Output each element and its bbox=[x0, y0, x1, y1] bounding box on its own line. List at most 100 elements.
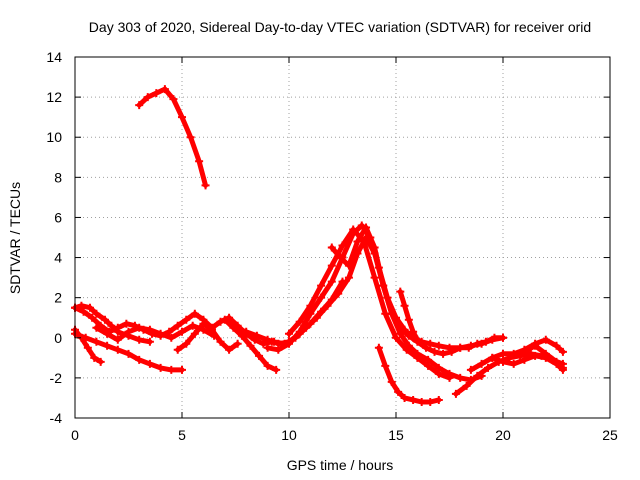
data-point-marker bbox=[186, 133, 195, 142]
data-point-marker bbox=[195, 157, 204, 166]
data-point-marker bbox=[237, 331, 246, 340]
series-line bbox=[286, 227, 452, 381]
data-point-marker bbox=[484, 363, 493, 372]
data-point-marker bbox=[434, 341, 443, 350]
data-point-marker bbox=[199, 319, 208, 328]
data-point-marker bbox=[481, 337, 490, 346]
data-point-marker bbox=[558, 347, 567, 356]
data-point-marker bbox=[178, 113, 186, 122]
data-point-marker bbox=[413, 349, 422, 358]
data-point-marker bbox=[392, 333, 400, 342]
data-point-marker bbox=[317, 281, 326, 290]
series-arc-12 bbox=[285, 225, 454, 382]
y-tick-label: -4 bbox=[50, 410, 63, 426]
data-point-marker bbox=[113, 323, 122, 332]
y-tick-label: 10 bbox=[46, 129, 62, 145]
data-point-marker bbox=[464, 343, 473, 352]
data-point-marker bbox=[182, 315, 191, 324]
data-point-marker bbox=[295, 317, 304, 326]
x-tick-label: 20 bbox=[495, 427, 511, 443]
data-point-marker bbox=[424, 355, 433, 364]
data-point-marker bbox=[280, 339, 289, 348]
x-tick-label: 5 bbox=[178, 427, 186, 443]
data-point-marker bbox=[409, 395, 418, 404]
data-point-marker bbox=[387, 309, 396, 318]
data-point-marker bbox=[233, 339, 242, 348]
data-point-marker bbox=[541, 349, 550, 358]
data-point-marker bbox=[242, 327, 251, 336]
data-point-marker bbox=[362, 223, 371, 232]
data-point-marker bbox=[396, 329, 405, 338]
data-point-marker bbox=[92, 323, 101, 332]
data-point-marker bbox=[541, 335, 550, 344]
data-point-marker bbox=[387, 377, 396, 386]
data-point-marker bbox=[255, 351, 264, 360]
data-point-marker bbox=[231, 323, 240, 332]
data-point-marker bbox=[216, 317, 225, 326]
series-arc-6 bbox=[92, 321, 219, 344]
data-point-marker bbox=[270, 337, 279, 346]
data-point-marker bbox=[499, 349, 507, 358]
data-point-marker bbox=[473, 339, 482, 348]
data-point-marker bbox=[499, 333, 507, 342]
data-point-marker bbox=[135, 101, 144, 110]
series-line bbox=[175, 321, 241, 353]
data-point-marker bbox=[96, 357, 105, 366]
data-point-marker bbox=[124, 349, 133, 358]
data-point-marker bbox=[531, 341, 540, 350]
data-point-marker bbox=[81, 333, 90, 342]
data-point-marker bbox=[434, 395, 443, 404]
series-arc-7 bbox=[173, 319, 242, 354]
y-tick-label: 4 bbox=[54, 250, 62, 266]
data-point-marker bbox=[456, 343, 465, 352]
data-point-marker bbox=[302, 323, 311, 332]
data-point-marker bbox=[92, 309, 101, 318]
data-point-marker bbox=[370, 243, 379, 252]
data-point-marker bbox=[167, 333, 176, 342]
data-point-marker bbox=[145, 337, 154, 346]
data-point-marker bbox=[327, 243, 336, 252]
data-point-marker bbox=[558, 363, 567, 372]
data-point-marker bbox=[263, 343, 272, 352]
data-point-marker bbox=[207, 325, 216, 334]
data-point-marker bbox=[404, 315, 413, 324]
data-point-marker bbox=[178, 365, 186, 374]
data-point-marker bbox=[334, 289, 343, 298]
data-point-marker bbox=[374, 343, 383, 352]
data-point-marker bbox=[259, 339, 268, 348]
y-tick-label: 6 bbox=[54, 209, 62, 225]
data-point-marker bbox=[274, 345, 283, 354]
data-point-marker bbox=[85, 303, 94, 312]
data-point-marker bbox=[285, 329, 293, 338]
data-point-marker bbox=[396, 287, 405, 296]
data-point-marker bbox=[113, 345, 122, 354]
series-arc-1 bbox=[135, 85, 210, 190]
data-point-marker bbox=[225, 345, 234, 354]
data-point-marker bbox=[263, 361, 272, 370]
data-point-marker bbox=[145, 325, 154, 334]
x-tick-label: 10 bbox=[281, 427, 297, 443]
series-line bbox=[329, 225, 485, 383]
data-point-marker bbox=[434, 363, 443, 372]
series-line bbox=[376, 345, 442, 405]
data-point-marker bbox=[252, 331, 261, 340]
data-point-marker bbox=[246, 341, 255, 350]
axis-ticks: 0 5 10 15 20 25 -4 -2 0 2 4 6 8 10 12 14 bbox=[46, 49, 618, 443]
data-point-marker bbox=[145, 359, 154, 368]
data-point-marker bbox=[88, 313, 97, 322]
data-point-marker bbox=[167, 365, 176, 374]
data-point-marker bbox=[103, 341, 112, 350]
data-point-marker bbox=[92, 337, 101, 346]
data-point-marker bbox=[353, 237, 362, 246]
data-point-marker bbox=[477, 359, 486, 368]
data-point-marker bbox=[312, 313, 321, 322]
y-tick-label: 2 bbox=[54, 290, 62, 306]
data-point-marker bbox=[124, 327, 133, 336]
data-point-marker bbox=[509, 349, 518, 358]
data-point-marker bbox=[188, 321, 197, 330]
data-point-marker bbox=[462, 381, 471, 390]
data-point-marker bbox=[409, 327, 418, 336]
data-point-marker bbox=[336, 253, 345, 262]
data-point-marker bbox=[190, 329, 199, 338]
